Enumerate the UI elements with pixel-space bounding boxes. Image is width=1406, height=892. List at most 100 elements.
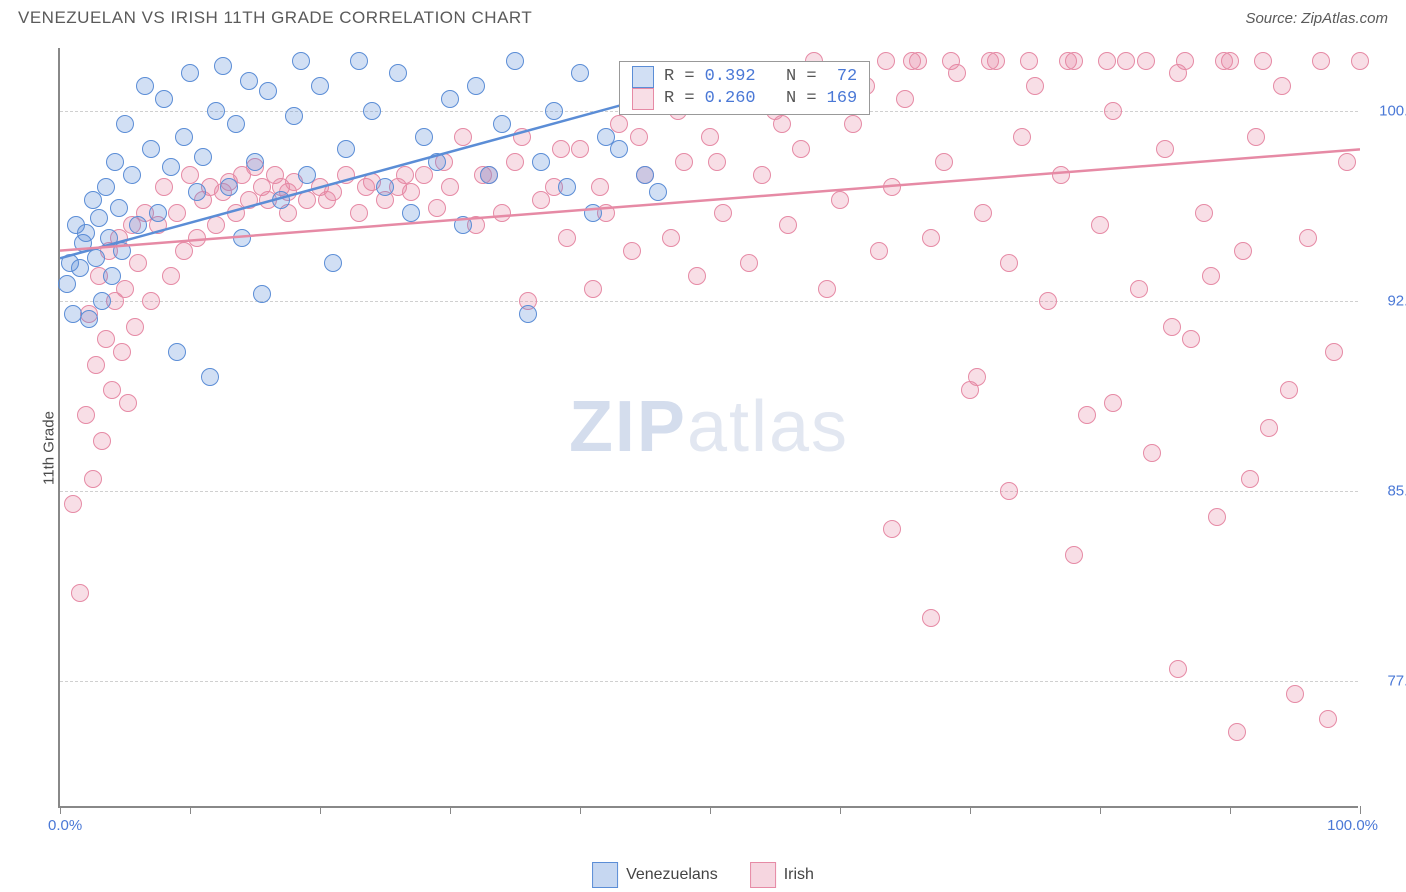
- scatter-point: [552, 140, 570, 158]
- scatter-point: [441, 90, 459, 108]
- scatter-point: [584, 280, 602, 298]
- scatter-point: [175, 128, 193, 146]
- scatter-point: [1000, 254, 1018, 272]
- scatter-point: [870, 242, 888, 260]
- scatter-point: [181, 64, 199, 82]
- scatter-point: [113, 343, 131, 361]
- scatter-point: [493, 204, 511, 222]
- scatter-point: [688, 267, 706, 285]
- scatter-point: [1299, 229, 1317, 247]
- x-tick: [320, 806, 321, 814]
- scatter-point: [129, 254, 147, 272]
- scatter-point: [1182, 330, 1200, 348]
- scatter-point: [311, 77, 329, 95]
- scatter-point: [922, 229, 940, 247]
- scatter-point: [350, 204, 368, 222]
- scatter-point: [662, 229, 680, 247]
- scatter-point: [935, 153, 953, 171]
- scatter-point: [129, 216, 147, 234]
- scatter-point: [188, 229, 206, 247]
- scatter-point: [227, 115, 245, 133]
- chart-title: VENEZUELAN VS IRISH 11TH GRADE CORRELATI…: [18, 8, 532, 28]
- scatter-point: [974, 204, 992, 222]
- scatter-point: [292, 52, 310, 70]
- correlation-stats-box: R = 0.392 N = 72R = 0.260 N = 169: [619, 61, 870, 115]
- scatter-point: [883, 178, 901, 196]
- watermark-bold: ZIP: [569, 387, 687, 467]
- scatter-point: [155, 90, 173, 108]
- scatter-point: [71, 584, 89, 602]
- scatter-point: [1286, 685, 1304, 703]
- scatter-point: [1319, 710, 1337, 728]
- scatter-point: [123, 166, 141, 184]
- scatter-point: [513, 128, 531, 146]
- scatter-point: [753, 166, 771, 184]
- scatter-point: [116, 115, 134, 133]
- scatter-point: [773, 115, 791, 133]
- scatter-point: [272, 191, 290, 209]
- scatter-point: [298, 166, 316, 184]
- scatter-point: [1059, 52, 1077, 70]
- scatter-point: [318, 191, 336, 209]
- scatter-point: [97, 330, 115, 348]
- scatter-point: [233, 229, 251, 247]
- scatter-point: [324, 254, 342, 272]
- scatter-point: [77, 406, 95, 424]
- x-tick: [1360, 806, 1361, 814]
- legend-swatch: [750, 862, 776, 888]
- x-tick: [840, 806, 841, 814]
- chart-container: 11th Grade ZIPatlas 77.5%85.0%92.5%100.0…: [50, 48, 1390, 848]
- scatter-point: [259, 82, 277, 100]
- scatter-point: [363, 102, 381, 120]
- scatter-point: [376, 178, 394, 196]
- scatter-point: [467, 77, 485, 95]
- scatter-point: [168, 204, 186, 222]
- scatter-point: [675, 153, 693, 171]
- scatter-point: [792, 140, 810, 158]
- scatter-point: [103, 381, 121, 399]
- x-tick: [970, 806, 971, 814]
- scatter-point: [1247, 128, 1265, 146]
- scatter-point: [415, 128, 433, 146]
- scatter-point: [1098, 52, 1116, 70]
- scatter-point: [480, 166, 498, 184]
- scatter-point: [591, 178, 609, 196]
- scatter-point: [103, 267, 121, 285]
- legend-item-irish: Irish: [750, 862, 814, 888]
- legend-label: Venezuelans: [626, 866, 718, 884]
- scatter-point: [1020, 52, 1038, 70]
- scatter-point: [1026, 77, 1044, 95]
- x-tick-label-min: 0.0%: [48, 817, 82, 834]
- scatter-point: [1052, 166, 1070, 184]
- scatter-point: [1065, 546, 1083, 564]
- scatter-point: [1091, 216, 1109, 234]
- stats-r-value: 0.260: [705, 89, 756, 108]
- scatter-point: [1215, 52, 1233, 70]
- scatter-point: [779, 216, 797, 234]
- scatter-point: [649, 183, 667, 201]
- scatter-point: [357, 178, 375, 196]
- y-tick-label: 100.0%: [1379, 103, 1406, 120]
- scatter-point: [71, 259, 89, 277]
- scatter-point: [93, 432, 111, 450]
- scatter-point: [93, 292, 111, 310]
- scatter-point: [454, 128, 472, 146]
- scatter-point: [1338, 153, 1356, 171]
- watermark-light: atlas: [687, 387, 849, 467]
- scatter-point: [337, 140, 355, 158]
- scatter-point: [506, 52, 524, 70]
- y-tick-label: 85.0%: [1387, 483, 1406, 500]
- scatter-point: [64, 495, 82, 513]
- scatter-point: [1273, 77, 1291, 95]
- scatter-point: [740, 254, 758, 272]
- scatter-point: [220, 178, 238, 196]
- x-tick: [580, 806, 581, 814]
- scatter-point: [571, 140, 589, 158]
- gridline: [60, 301, 1358, 302]
- scatter-point: [1208, 508, 1226, 526]
- scatter-point: [1013, 128, 1031, 146]
- scatter-plot: ZIPatlas 77.5%85.0%92.5%100.0%0.0%100.0%…: [58, 48, 1358, 808]
- scatter-point: [1351, 52, 1369, 70]
- scatter-point: [87, 356, 105, 374]
- x-tick: [1100, 806, 1101, 814]
